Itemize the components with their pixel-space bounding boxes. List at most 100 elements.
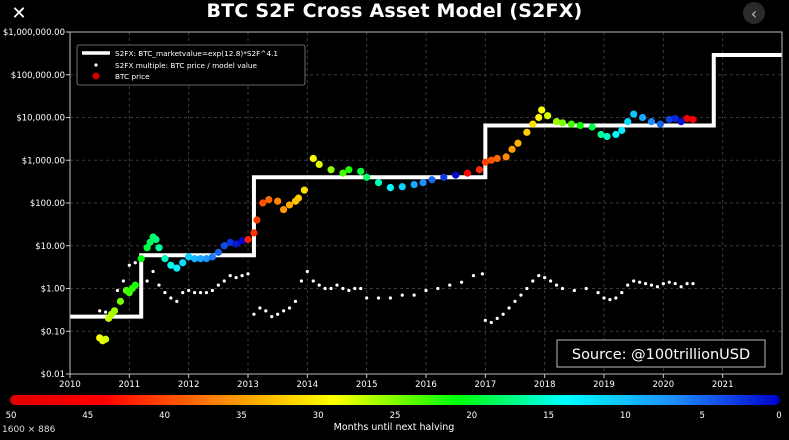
colorbar-tick-label: 40 <box>159 411 170 421</box>
multiple-point <box>98 309 102 313</box>
y-tick-label: $1,000.00 <box>22 156 65 166</box>
price-point <box>683 114 691 123</box>
price-point <box>618 126 626 134</box>
price-point <box>327 166 335 174</box>
multiple-point <box>282 309 286 313</box>
multiple-point <box>691 282 695 286</box>
multiple-point <box>175 299 179 303</box>
price-point <box>116 297 125 305</box>
multiple-point <box>311 279 315 283</box>
price-point <box>259 199 267 207</box>
multiple-point <box>519 293 523 297</box>
price-point <box>300 186 308 194</box>
multiple-point <box>317 283 321 287</box>
price-point <box>463 169 472 177</box>
price-point <box>102 335 110 343</box>
price-point <box>294 194 303 202</box>
price-point <box>191 255 199 263</box>
multiple-point <box>187 288 191 293</box>
colorbar-label: Months until next halving <box>334 422 455 433</box>
price-point <box>544 112 552 120</box>
x-tick-label: 2013 <box>237 380 259 390</box>
multiple-point <box>347 288 351 293</box>
x-tick-label: 2014 <box>297 380 319 390</box>
colorbar-tick-label: 50 <box>6 411 17 421</box>
price-point <box>173 264 181 272</box>
multiple-point <box>258 306 262 310</box>
price-point <box>179 259 187 267</box>
price-point <box>529 120 537 128</box>
multiple-point <box>376 296 381 300</box>
multiple-point <box>543 275 547 280</box>
y-tick-label: $10.00 <box>35 242 65 252</box>
multiple-point <box>649 283 654 287</box>
price-point <box>487 156 495 164</box>
multiple-point <box>210 288 214 293</box>
y-tick-label: $10,000.00 <box>16 114 65 124</box>
price-point <box>167 261 175 269</box>
price-point <box>345 166 353 174</box>
price-point <box>161 255 169 263</box>
price-point <box>214 248 222 256</box>
multiple-point <box>163 291 167 295</box>
price-point <box>508 145 516 153</box>
colorbar-tick-label: 45 <box>82 411 93 421</box>
multiple-point <box>157 283 161 287</box>
price-point <box>689 115 697 124</box>
price-point <box>152 235 160 244</box>
multiple-point <box>353 286 357 291</box>
price-point <box>440 173 448 181</box>
colorbar-tick-label: 25 <box>390 411 401 421</box>
multiple-point <box>507 306 511 310</box>
multiple-point <box>365 296 369 300</box>
price-point <box>538 106 546 114</box>
multiple-point <box>501 312 505 316</box>
chevron-left-icon[interactable]: ‹ <box>743 2 765 24</box>
price-point <box>280 206 288 214</box>
multiple-point <box>252 312 256 316</box>
colorbar-tick-label: 5 <box>699 411 704 421</box>
multiple-point <box>537 274 541 278</box>
multiple-point <box>643 282 648 286</box>
price-point <box>428 176 436 184</box>
multiple-point <box>513 299 517 303</box>
multiple-point <box>620 291 624 295</box>
multiple-point <box>608 297 612 302</box>
multiple-point <box>525 286 529 291</box>
multiple-point <box>549 279 553 283</box>
price-point <box>552 118 561 126</box>
legend-box <box>76 44 306 86</box>
price-point <box>638 113 647 122</box>
multiple-point <box>424 288 428 293</box>
colorbar-tick-label: 15 <box>543 411 554 421</box>
price-point <box>265 196 273 204</box>
multiple-point <box>531 279 535 283</box>
price-point <box>567 120 575 128</box>
legend-entry: BTC price <box>115 72 150 81</box>
price-point <box>677 118 685 126</box>
price-point <box>576 121 584 130</box>
multiple-point <box>323 286 327 291</box>
multiple-point <box>400 293 404 297</box>
price-point <box>244 235 252 244</box>
x-tick-label: 2017 <box>475 380 497 390</box>
y-tick-label: $100.00 <box>30 199 65 209</box>
x-tick-label: 2011 <box>119 380 141 390</box>
price-point <box>419 179 427 187</box>
multiple-point <box>139 269 143 274</box>
multiple-point <box>388 296 392 300</box>
multiple-point <box>489 320 493 325</box>
multiple-point <box>655 285 660 289</box>
multiple-point <box>115 288 120 293</box>
price-point <box>481 158 489 166</box>
close-icon[interactable]: ✕ <box>11 2 27 24</box>
price-point <box>558 119 567 127</box>
x-tick-label: 2020 <box>653 380 675 390</box>
price-point <box>226 238 234 246</box>
price-point <box>110 307 119 315</box>
legend-red-dot-swatch <box>92 72 100 80</box>
multiple-point <box>216 283 220 287</box>
x-tick-label: 2010 <box>59 380 81 390</box>
price-point <box>196 255 205 263</box>
multiple-point <box>448 283 452 287</box>
